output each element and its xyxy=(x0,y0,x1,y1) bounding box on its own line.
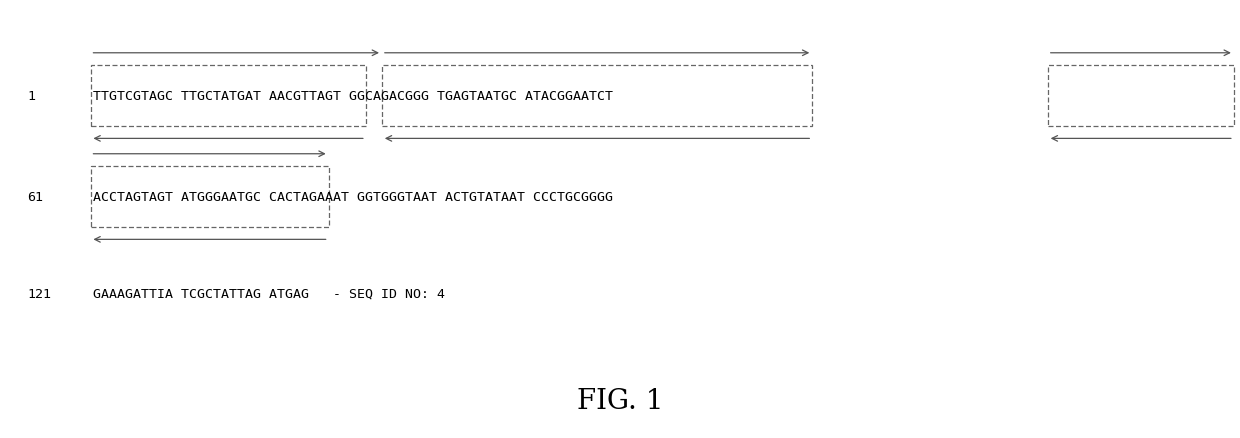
Bar xyxy=(91,66,366,127)
Text: 1: 1 xyxy=(27,90,35,103)
Text: 121: 121 xyxy=(27,287,51,300)
Bar xyxy=(91,166,329,228)
Text: 61: 61 xyxy=(27,191,43,204)
Bar xyxy=(382,66,812,127)
Text: ACCTAGTAGT ATGGGAATGC CACTAGAAAT GGTGGGTAAT ACTGTATAAT CCCTGCGGGG: ACCTAGTAGT ATGGGAATGC CACTAGAAAT GGTGGGT… xyxy=(93,191,613,204)
Text: TTGTCGTAGC TTGCTATGAT AACGTTAGT GGCAGACGGG TGAGTAATGC ATACGGAATCT: TTGTCGTAGC TTGCTATGAT AACGTTAGT GGCAGACG… xyxy=(93,90,613,103)
Bar xyxy=(1048,66,1234,127)
Text: FIG. 1: FIG. 1 xyxy=(577,387,663,414)
Text: GAAAGATTIA TCGCTATTAG ATGAG   - SEQ ID NO: 4: GAAAGATTIA TCGCTATTAG ATGAG - SEQ ID NO:… xyxy=(93,287,445,300)
